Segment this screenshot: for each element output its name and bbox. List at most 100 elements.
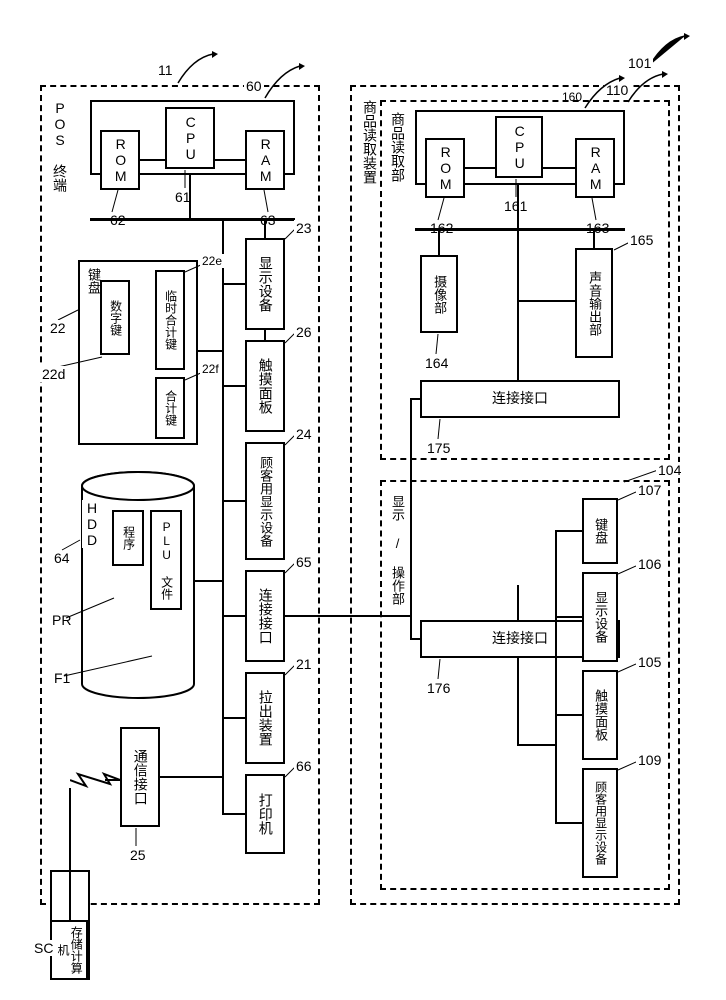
annot-176 xyxy=(432,659,448,681)
pos-display: 显示设备 xyxy=(245,238,285,330)
pos-touch: 触摸面板 xyxy=(245,340,285,432)
dispop-cust-display: 顾客用显示设备 xyxy=(582,768,618,878)
pos-kbd-total-label: 合计键 xyxy=(163,390,176,426)
pos-drawer: 拉出装置 xyxy=(245,672,285,764)
reader-sound-label: 声音输出部 xyxy=(587,271,601,336)
dispop-keyboard-label: 键盘 xyxy=(593,518,607,544)
pos-connect-label: 连接接口 xyxy=(257,588,272,644)
annot-11 xyxy=(168,48,228,88)
reader-rom-label: ROM xyxy=(437,144,452,192)
annot-163 xyxy=(584,198,602,222)
display-op-title: 显示 / 操作部 xyxy=(386,495,409,605)
ref-64: 64 xyxy=(52,550,72,566)
pos-display-label: 显示设备 xyxy=(257,256,272,312)
ref-161: 161 xyxy=(502,198,529,214)
reader-outer-title: 商品读取装置 xyxy=(358,100,382,184)
annot-64 xyxy=(62,538,80,552)
ref-22f: 22f xyxy=(200,362,221,376)
annot-f1 xyxy=(64,656,152,678)
ref-11: 11 xyxy=(156,62,175,78)
hdd-plu: PLU 文件 xyxy=(150,510,182,610)
dispop-keyboard: 键盘 xyxy=(582,498,618,564)
hdd-program-label: 程序 xyxy=(121,526,134,550)
annot-65 xyxy=(275,561,295,575)
ref-23: 23 xyxy=(294,220,314,236)
annot-107 xyxy=(616,490,636,504)
ref-24: 24 xyxy=(294,426,314,442)
ref-164: 164 xyxy=(423,355,450,371)
sc-link xyxy=(69,788,71,920)
annot-60 xyxy=(255,60,315,102)
reader-connect-label: 连接接口 xyxy=(492,391,548,406)
ref-160: 160 xyxy=(560,90,584,104)
pos-drawer-label: 拉出装置 xyxy=(257,690,272,746)
pos-kbd-numeric: 数字键 xyxy=(100,280,130,355)
hdd-program: 程序 xyxy=(112,510,144,566)
hdd-plu-label: PLU 文件 xyxy=(159,520,172,600)
ref-sc: SC xyxy=(32,940,55,956)
dispop-cust-display-label: 顾客用显示设备 xyxy=(593,781,606,865)
dispop-display-label: 显示设备 xyxy=(593,591,607,643)
pos-cpu-label: CPU xyxy=(182,114,197,162)
ref-22: 22 xyxy=(48,320,68,336)
ref-66: 66 xyxy=(294,758,314,774)
reader-title: 商品读取部 xyxy=(386,112,410,182)
annot-66 xyxy=(275,765,295,779)
sc-final: 存储计算机 xyxy=(50,920,88,980)
ref-176: 176 xyxy=(425,680,452,696)
ref-165: 165 xyxy=(628,232,655,248)
pos-rom-label: ROM xyxy=(112,136,127,184)
pos-touch-label: 触摸面板 xyxy=(257,358,272,414)
annot-21 xyxy=(275,663,295,677)
reader-rom: ROM xyxy=(425,138,465,198)
reader-camera: 摄像部 xyxy=(420,255,458,333)
annot-26 xyxy=(275,331,295,345)
ref-21: 21 xyxy=(294,656,314,672)
annot-24 xyxy=(275,433,295,447)
dispop-display: 显示设备 xyxy=(582,572,618,662)
pos-kbd-subtotal-label: 临时合计键 xyxy=(163,290,176,350)
ref-109: 109 xyxy=(636,752,663,768)
pos-ram-label: RAM xyxy=(257,136,272,184)
ref-60: 60 xyxy=(244,78,264,94)
dispop-connect-label: 连接接口 xyxy=(492,631,548,646)
annot-162 xyxy=(434,198,452,222)
hdd-title: HDD xyxy=(82,500,102,548)
annot-23 xyxy=(275,227,295,241)
reader-camera-label: 摄像部 xyxy=(432,275,446,314)
ref-22d: 22d xyxy=(40,366,67,382)
ref-106: 106 xyxy=(636,556,663,572)
pos-cpu: CPU xyxy=(165,107,215,169)
pos-kbd-numeric-label: 数字键 xyxy=(108,300,121,336)
reader-connect: 连接接口 xyxy=(420,380,620,418)
annot-pr xyxy=(66,598,114,620)
pos-ram: RAM xyxy=(245,130,285,190)
pos-kbd-subtotal: 临时合计键 xyxy=(155,270,185,370)
pos-cust-display-label: 顾客用显示设备 xyxy=(258,456,272,547)
reader-sound: 声音输出部 xyxy=(575,248,613,358)
pos-printer: 打印机 xyxy=(245,774,285,854)
dispop-touch-label: 触摸面板 xyxy=(593,689,607,741)
sc-label: 存储计算机 xyxy=(56,922,82,978)
ref-107: 107 xyxy=(636,482,663,498)
pos-rom: ROM xyxy=(100,130,140,190)
ref-25: 25 xyxy=(128,847,148,863)
ref-104: 104 xyxy=(656,462,683,478)
ref-175: 175 xyxy=(425,440,452,456)
pos-kbd-total: 合计键 xyxy=(155,377,185,439)
ref-105: 105 xyxy=(636,654,663,670)
annot-62 xyxy=(108,190,128,214)
annot-106 xyxy=(616,564,636,578)
ref-65: 65 xyxy=(294,554,314,570)
pos-comm-label: 通信接口 xyxy=(132,749,147,805)
pos-comm: 通信接口 xyxy=(120,727,160,827)
display-op xyxy=(380,480,670,890)
annot-161 xyxy=(509,179,523,199)
reader-cpu: CPU xyxy=(495,116,543,178)
pos-cust-display: 顾客用显示设备 xyxy=(245,442,285,560)
ref-22e: 22e xyxy=(200,254,224,268)
pos-connect: 连接接口 xyxy=(245,570,285,662)
annot-105 xyxy=(616,662,636,676)
pos-printer-label: 打印机 xyxy=(257,793,272,835)
annot-165 xyxy=(610,240,630,254)
